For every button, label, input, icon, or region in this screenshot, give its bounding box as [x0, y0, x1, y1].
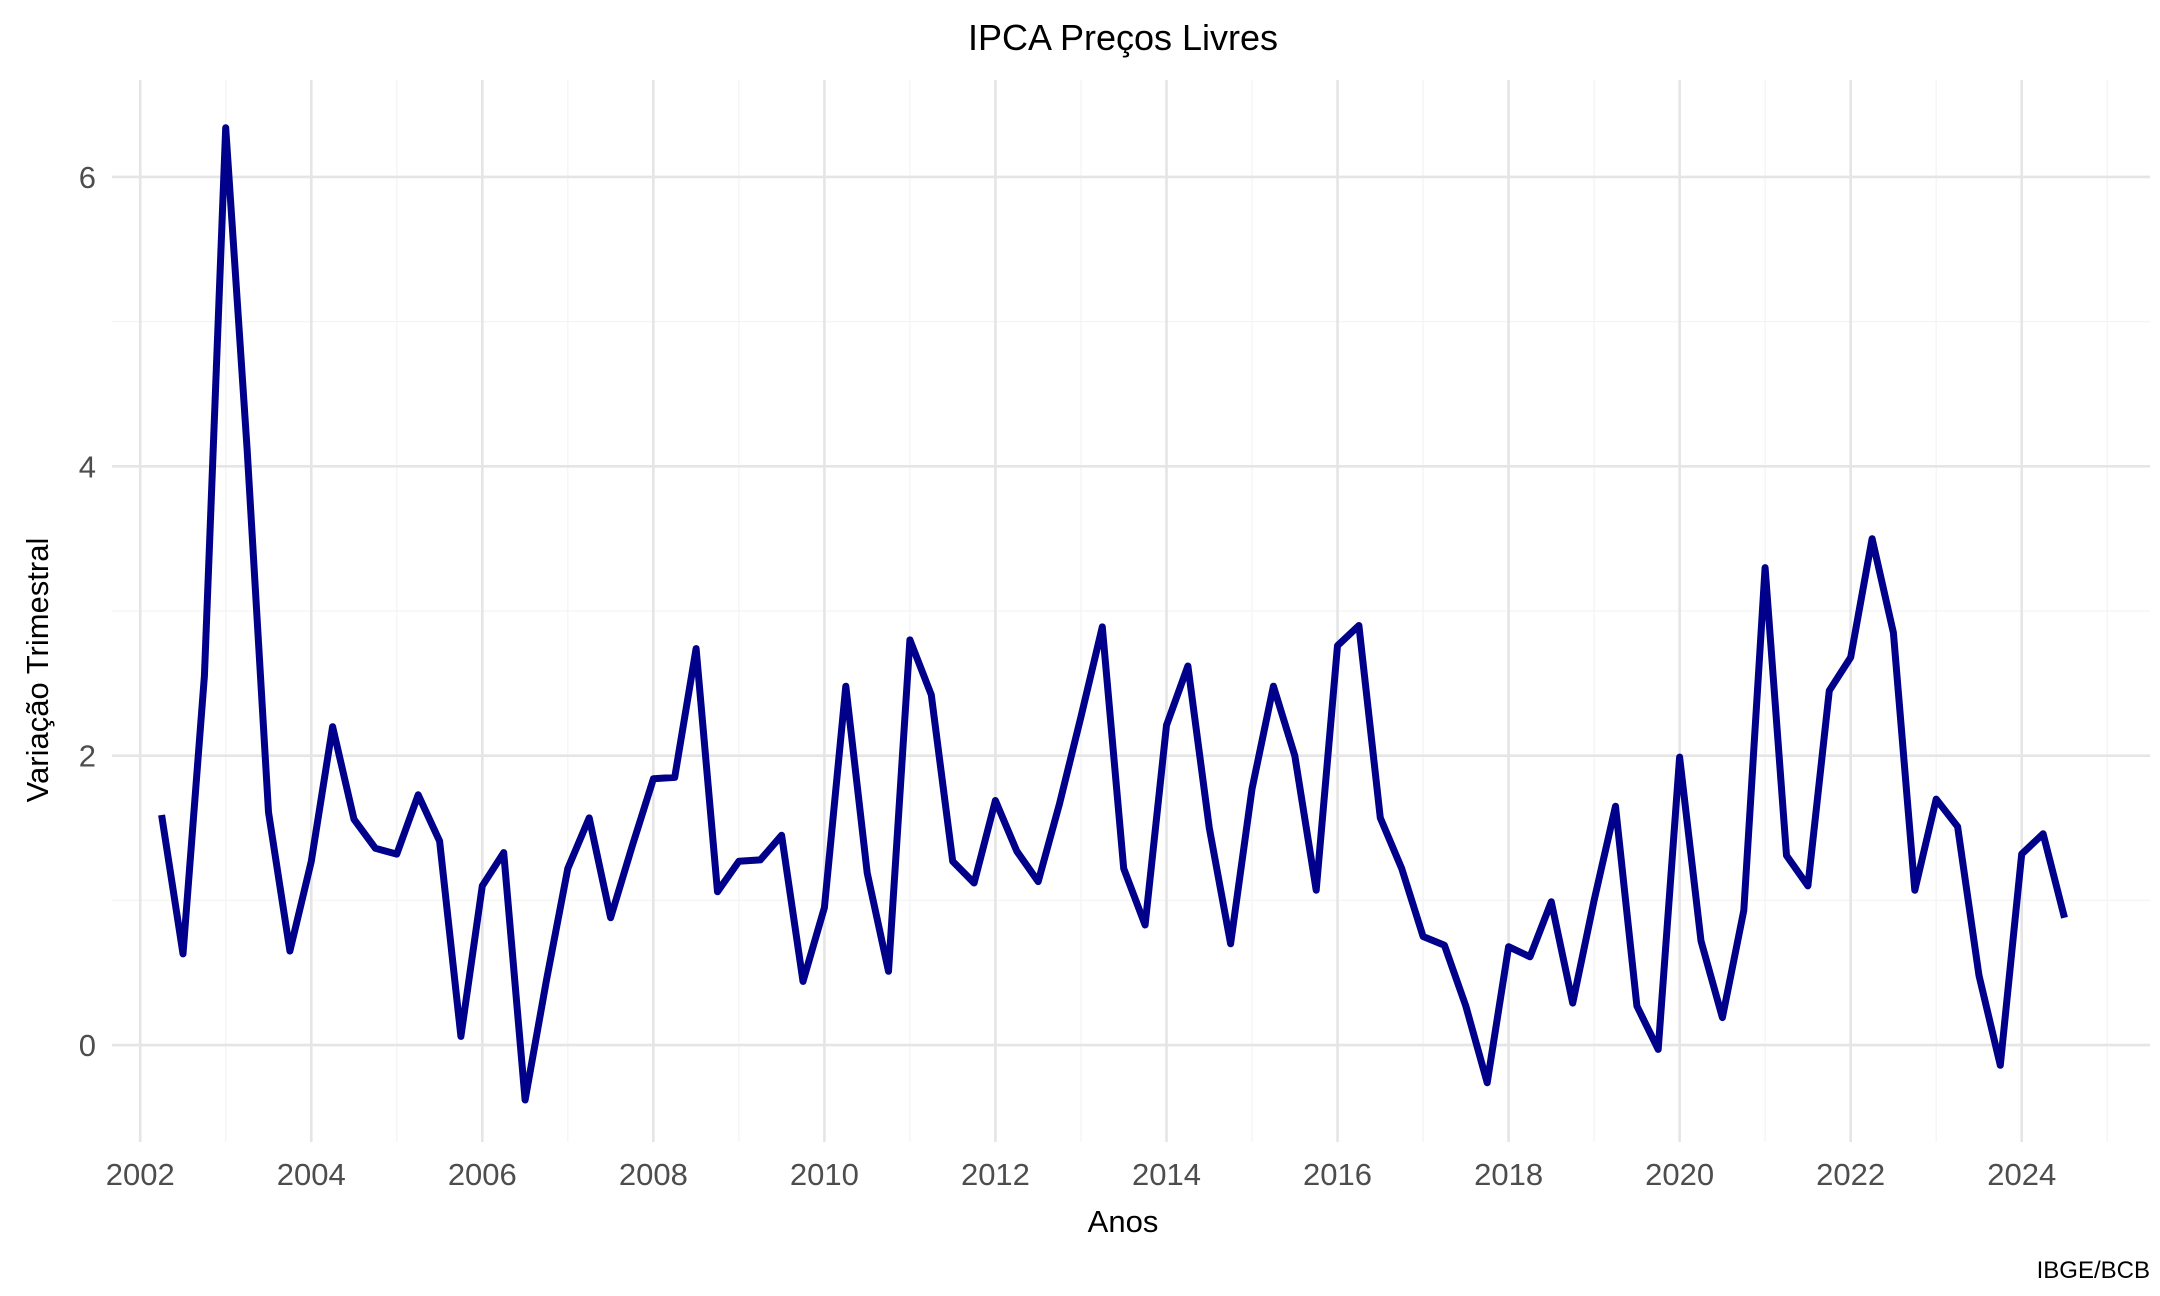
series-line [158, 124, 2068, 1104]
y-axis-tick-labels: 0 2 4 6 [79, 160, 96, 1063]
x-tick-label: 2010 [790, 1157, 859, 1192]
x-tick-label: 2002 [106, 1157, 175, 1192]
x-tick-label: 2024 [1987, 1157, 2056, 1192]
y-tick-label: 0 [79, 1028, 96, 1063]
x-tick-label: 2012 [961, 1157, 1030, 1192]
chart-title: IPCA Preços Livres [968, 17, 1278, 58]
y-axis-title: Variação Trimestral [20, 538, 55, 803]
y-tick-label: 6 [79, 160, 96, 195]
x-tick-label: 2022 [1816, 1157, 1885, 1192]
x-axis-tick-labels: 2002 2004 2006 2008 2010 2012 2014 2016 2018 2020… [106, 1157, 2056, 1192]
x-axis-title: Anos [1088, 1204, 1159, 1239]
x-tick-label: 2006 [448, 1157, 517, 1192]
x-tick-label: 2014 [1132, 1157, 1201, 1192]
minor-gridlines [112, 80, 2150, 1142]
source-caption: IBGE/BCB [2037, 1257, 2150, 1284]
x-tick-label: 2016 [1303, 1157, 1372, 1192]
x-tick-label: 2008 [619, 1157, 688, 1192]
x-tick-label: 2020 [1645, 1157, 1714, 1192]
x-tick-label: 2018 [1474, 1157, 1543, 1192]
y-tick-label: 2 [79, 739, 96, 774]
series-layer [158, 124, 2068, 1104]
major-gridlines [112, 80, 2150, 1142]
y-tick-label: 4 [79, 449, 96, 484]
x-tick-label: 2004 [277, 1157, 346, 1192]
